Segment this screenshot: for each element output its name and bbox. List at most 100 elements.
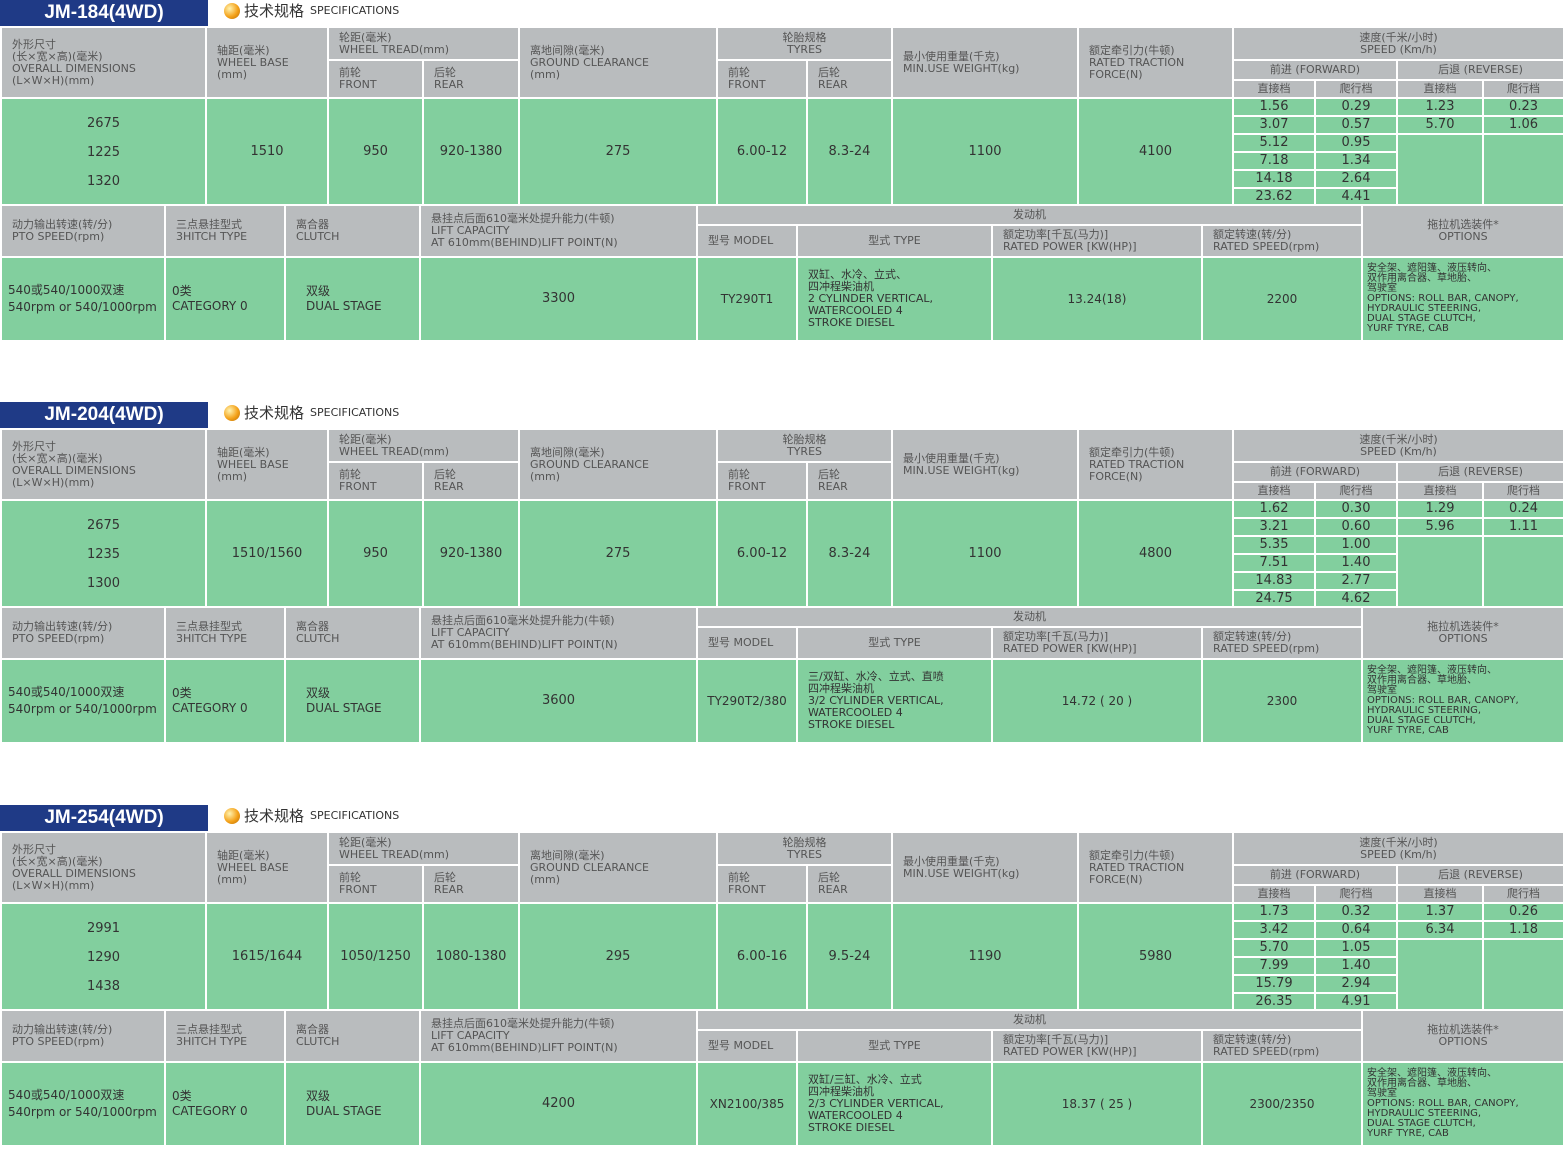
- clutch-value: 双级 DUAL STAGE: [284, 1061, 421, 1147]
- forward-direct-cell: 3.42: [1232, 920, 1316, 940]
- forward-creep-cell: 1.00: [1314, 535, 1398, 555]
- min-weight-value: 1100: [891, 499, 1079, 609]
- forward-direct-cell: 5.35: [1232, 535, 1316, 555]
- width-value: 1235: [86, 546, 121, 562]
- header-tread-front: 前轮 FRONT: [327, 864, 424, 904]
- lift-capacity-value: 3300: [419, 256, 698, 342]
- reverse-creep-cell: 0.26: [1481, 902, 1563, 922]
- header-forward: 前进 (FORWARD): [1232, 864, 1398, 886]
- height-value: 1320: [86, 173, 121, 189]
- model-section: JM-184(4WD) 技术规格 SPECIFICATIONS 外形尺寸 (长×…: [0, 0, 1563, 370]
- header-wheel-tread: 轮距(毫米) WHEEL TREAD(mm): [327, 831, 520, 866]
- rated-power-value: 18.37 ( 25 ): [991, 1061, 1203, 1147]
- orb-bullet-icon: [224, 405, 240, 421]
- ground-clearance-value: 275: [518, 97, 718, 207]
- header-wheelbase: 轴距(毫米) WHEEL BASE (mm): [205, 831, 329, 904]
- header-tyre-rear: 后轮 REAR: [806, 461, 893, 501]
- header-tyre-front: 前轮 FRONT: [716, 461, 808, 501]
- engine-model-value: TY290T1: [696, 256, 798, 342]
- header-lift-capacity: 悬挂点后面610毫米处提升能力(牛顿) LIFT CAPACITY AT 610…: [419, 606, 698, 660]
- ground-clearance-value: 295: [518, 902, 718, 1012]
- forward-creep-cell: 2.64: [1314, 169, 1398, 189]
- reverse-creep-cell: 1.06: [1481, 115, 1563, 135]
- wheelbase-value: 1510: [205, 97, 329, 207]
- forward-direct-cell: 7.51: [1232, 553, 1316, 573]
- forward-direct-cell: 1.56: [1232, 97, 1316, 117]
- model-title: JM-184(4WD): [0, 0, 208, 26]
- model-section: JM-254(4WD) 技术规格 SPECIFICATIONS 外形尺寸 (长×…: [0, 805, 1563, 1175]
- forward-creep-cell: 0.60: [1314, 517, 1398, 537]
- orb-bullet-icon: [224, 3, 240, 19]
- options-value: 安全架、遮阳篷、液压转向、 双作用离合器、草地胎、 驾驶室 OPTIONS: R…: [1361, 658, 1563, 744]
- header-reverse-creep: 爬行档: [1481, 481, 1563, 501]
- header-speed: 速度(千米/小时) SPEED (Km/h): [1231, 428, 1563, 463]
- reverse-empty-cell: [1396, 535, 1484, 609]
- hitch-value: 0类 CATEGORY 0: [164, 658, 286, 744]
- header-ground-clearance: 离地间隙(毫米) GROUND CLEARANCE (mm): [518, 428, 718, 501]
- header-ground-clearance: 离地间隙(毫米) GROUND CLEARANCE (mm): [518, 26, 718, 99]
- forward-creep-cell: 1.40: [1314, 956, 1398, 976]
- header-rated-power: 额定功率[千瓦(马力)] RATED POWER [KW(HP)]: [991, 626, 1203, 660]
- reverse-empty-cell: [1481, 938, 1563, 1012]
- header-tyre-front: 前轮 FRONT: [716, 59, 808, 99]
- forward-direct-cell: 26.35: [1232, 992, 1316, 1012]
- header-dimensions: 外形尺寸 (长×宽×高)(毫米) OVERALL DIMENSIONS (L×W…: [0, 26, 207, 99]
- dimensions-table: 外形尺寸 (长×宽×高)(毫米) OVERALL DIMENSIONS (L×W…: [0, 26, 1563, 207]
- forward-creep-cell: 0.32: [1314, 902, 1398, 922]
- engine-table: 动力输出转速(转/分) PTO SPEED(rpm) 三点悬挂型式 3HITCH…: [0, 606, 1563, 744]
- options-value: 安全架、遮阳篷、液压转向、 双作用离合器、草地胎、 驾驶室 OPTIONS: R…: [1361, 1061, 1563, 1147]
- header-forward: 前进 (FORWARD): [1232, 59, 1398, 81]
- header-min-weight: 最小使用重量(千克) MIN.USE WEIGHT(kg): [891, 428, 1079, 501]
- forward-direct-cell: 3.07: [1232, 115, 1316, 135]
- traction-value: 4100: [1077, 97, 1234, 207]
- header-tread-rear: 后轮 REAR: [422, 59, 520, 99]
- forward-direct-cell: 1.62: [1232, 499, 1316, 519]
- forward-creep-cell: 1.34: [1314, 151, 1398, 171]
- dimensions-value: 2675 1235 1300: [0, 499, 207, 609]
- forward-direct-cell: 5.12: [1232, 133, 1316, 153]
- header-options: 拖拉机选装件* OPTIONS: [1361, 606, 1563, 660]
- engine-model-value: XN2100/385: [696, 1061, 798, 1147]
- reverse-direct-cell: 5.70: [1396, 115, 1484, 135]
- hitch-value: 0类 CATEGORY 0: [164, 256, 286, 342]
- header-engine-type: 型式 TYPE: [796, 224, 993, 258]
- header-engine: 发动机: [696, 606, 1363, 628]
- tyre-rear-value: 8.3-24: [806, 97, 893, 207]
- header-reverse: 后退 (REVERSE): [1395, 864, 1563, 886]
- engine-table: 动力输出转速(转/分) PTO SPEED(rpm) 三点悬挂型式 3HITCH…: [0, 204, 1563, 342]
- clutch-value: 双级 DUAL STAGE: [284, 658, 421, 744]
- header-tread-rear: 后轮 REAR: [422, 461, 520, 501]
- header-engine-model: 型号 MODEL: [696, 626, 798, 660]
- length-value: 2675: [86, 517, 121, 533]
- engine-table: 动力输出转速(转/分) PTO SPEED(rpm) 三点悬挂型式 3HITCH…: [0, 1009, 1563, 1147]
- header-engine-type: 型式 TYPE: [796, 1029, 993, 1063]
- model-title: JM-204(4WD): [0, 402, 208, 428]
- lift-capacity-value: 3600: [419, 658, 698, 744]
- dimensions-value: 2991 1290 1438: [0, 902, 207, 1012]
- header-rated-speed: 额定转速(转/分) RATED SPEED(rpm): [1201, 1029, 1363, 1063]
- reverse-empty-cell: [1396, 133, 1484, 207]
- traction-value: 4800: [1077, 499, 1234, 609]
- rated-speed-value: 2200: [1201, 256, 1363, 342]
- tyre-front-value: 6.00-12: [716, 499, 808, 609]
- spec-label: 技术规格 SPECIFICATIONS: [224, 0, 399, 22]
- header-hitch: 三点悬挂型式 3HITCH TYPE: [164, 606, 286, 660]
- forward-direct-cell: 23.62: [1232, 187, 1316, 207]
- header-engine: 发动机: [696, 204, 1363, 226]
- spec-label-en: SPECIFICATIONS: [310, 406, 400, 419]
- forward-creep-cell: 2.94: [1314, 974, 1398, 994]
- header-ground-clearance: 离地间隙(毫米) GROUND CLEARANCE (mm): [518, 831, 718, 904]
- header-wheelbase: 轴距(毫米) WHEEL BASE (mm): [205, 26, 329, 99]
- header-traction: 额定牵引力(牛顿) RATED TRACTION FORCE(N): [1077, 831, 1234, 904]
- header-hitch: 三点悬挂型式 3HITCH TYPE: [164, 204, 286, 258]
- forward-creep-cell: 1.40: [1314, 553, 1398, 573]
- header-options: 拖拉机选装件* OPTIONS: [1361, 1009, 1563, 1063]
- header-traction: 额定牵引力(牛顿) RATED TRACTION FORCE(N): [1077, 428, 1234, 501]
- clutch-value: 双级 DUAL STAGE: [284, 256, 421, 342]
- header-reverse-direct: 直接档: [1396, 79, 1484, 99]
- header-reverse-creep: 爬行档: [1481, 884, 1563, 904]
- header-traction: 额定牵引力(牛顿) RATED TRACTION FORCE(N): [1077, 26, 1234, 99]
- forward-creep-cell: 0.29: [1314, 97, 1398, 117]
- header-tread-front: 前轮 FRONT: [327, 59, 424, 99]
